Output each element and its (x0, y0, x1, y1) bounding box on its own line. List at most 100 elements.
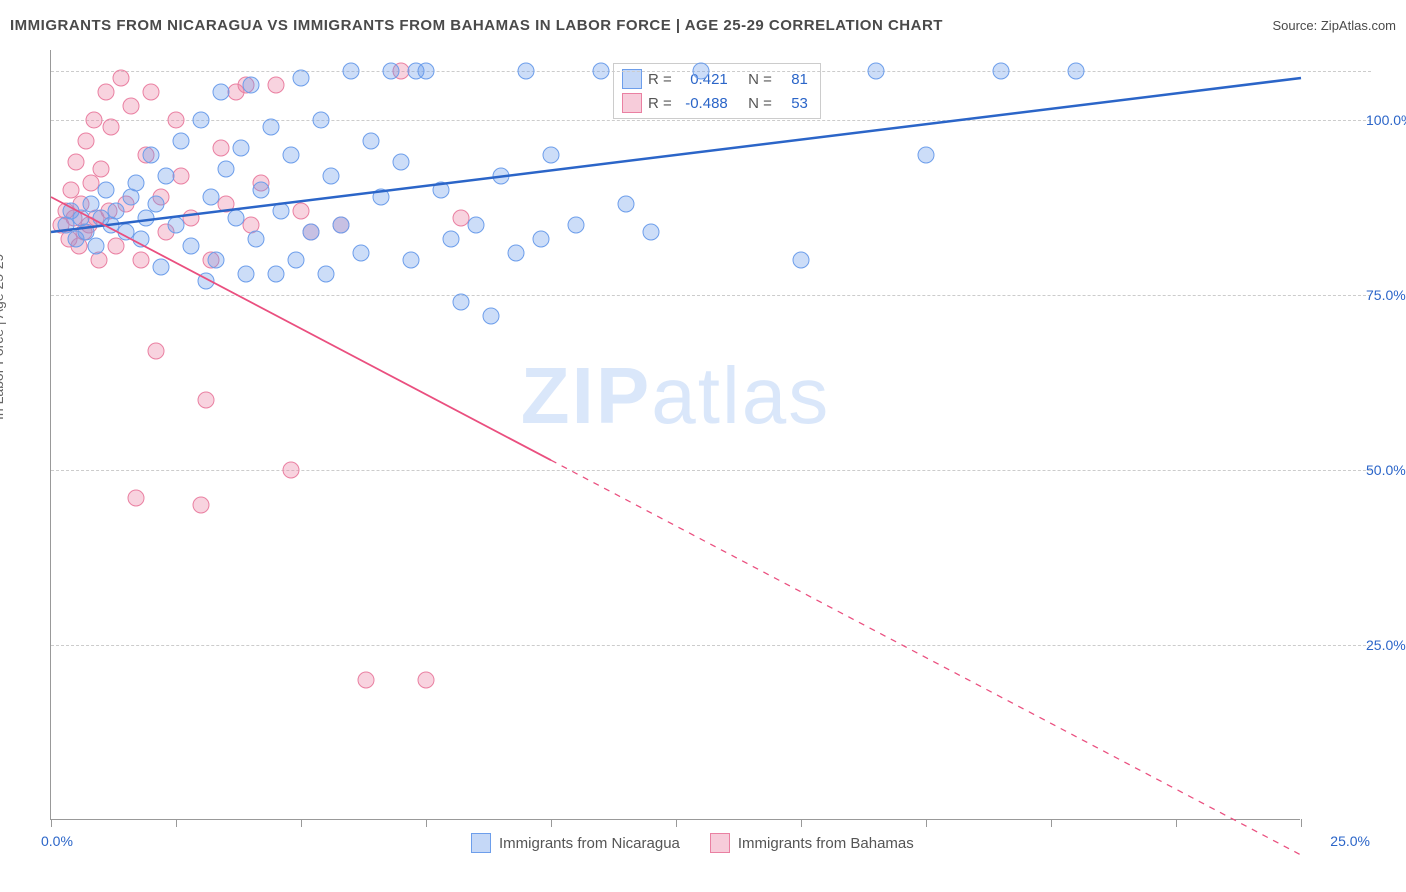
x-tick (301, 819, 302, 827)
x-tick (426, 819, 427, 827)
data-point-blue (148, 196, 165, 213)
data-point-blue (263, 119, 280, 136)
data-point-blue (153, 259, 170, 276)
legend-row-pink: R = -0.488 N = 53 (622, 91, 808, 115)
grid-line (51, 120, 1371, 121)
x-tick (926, 819, 927, 827)
data-point-pink (78, 133, 95, 150)
data-point-blue (868, 63, 885, 80)
data-point-blue (253, 182, 270, 199)
data-point-blue (403, 252, 420, 269)
data-point-pink (128, 490, 145, 507)
data-point-pink (143, 84, 160, 101)
data-point-blue (383, 63, 400, 80)
data-point-blue (108, 203, 125, 220)
data-point-blue (283, 147, 300, 164)
data-point-blue (518, 63, 535, 80)
grid-line (51, 470, 1371, 471)
data-point-blue (373, 189, 390, 206)
data-point-pink (268, 77, 285, 94)
data-point-pink (418, 672, 435, 689)
data-point-blue (173, 133, 190, 150)
legend-item-blue: Immigrants from Nicaragua (471, 833, 680, 853)
chart-area: In Labor Force | Age 25-29 ZIPatlas R = … (0, 40, 1406, 860)
legend-label-blue: Immigrants from Nicaragua (499, 835, 680, 852)
data-point-pink (173, 168, 190, 185)
r-value-pink: -0.488 (678, 95, 728, 112)
data-point-blue (433, 182, 450, 199)
data-point-blue (198, 273, 215, 290)
n-label: N = (748, 95, 772, 112)
x-tick (551, 819, 552, 827)
data-point-blue (693, 63, 710, 80)
data-point-blue (568, 217, 585, 234)
data-point-blue (273, 203, 290, 220)
data-point-blue (288, 252, 305, 269)
data-point-pink (358, 672, 375, 689)
data-point-blue (268, 266, 285, 283)
data-point-blue (303, 224, 320, 241)
data-point-blue (158, 168, 175, 185)
data-point-blue (168, 217, 185, 234)
watermark: ZIPatlas (521, 350, 830, 442)
data-point-blue (318, 266, 335, 283)
data-point-pink (133, 252, 150, 269)
swatch-blue (471, 833, 491, 853)
data-point-blue (243, 77, 260, 94)
data-point-blue (333, 217, 350, 234)
data-point-pink (68, 154, 85, 171)
data-point-blue (238, 266, 255, 283)
data-point-blue (1068, 63, 1085, 80)
data-point-blue (143, 147, 160, 164)
x-tick (1176, 819, 1177, 827)
data-point-blue (343, 63, 360, 80)
y-tick-label: 75.0% (1366, 287, 1406, 303)
data-point-blue (213, 84, 230, 101)
trend-svg (51, 50, 1301, 820)
data-point-blue (193, 112, 210, 129)
grid-line (51, 295, 1371, 296)
data-point-blue (618, 196, 635, 213)
data-point-pink (293, 203, 310, 220)
data-point-blue (218, 161, 235, 178)
data-point-blue (353, 245, 370, 262)
x-tick (676, 819, 677, 827)
data-point-blue (418, 63, 435, 80)
data-point-blue (233, 140, 250, 157)
data-point-blue (483, 308, 500, 325)
x-tick (51, 819, 52, 827)
source-label: Source: ZipAtlas.com (1272, 18, 1396, 33)
data-point-pink (198, 392, 215, 409)
data-point-pink (123, 98, 140, 115)
data-point-pink (113, 70, 130, 87)
data-point-blue (203, 189, 220, 206)
data-point-pink (168, 112, 185, 129)
n-value-blue: 81 (778, 71, 808, 88)
y-tick-label: 25.0% (1366, 637, 1406, 653)
data-point-pink (93, 161, 110, 178)
watermark-bold: ZIP (521, 351, 651, 440)
r-label: R = (648, 71, 672, 88)
x-tick (176, 819, 177, 827)
data-point-blue (138, 210, 155, 227)
data-point-blue (313, 112, 330, 129)
watermark-light: atlas (651, 351, 830, 440)
x-end-label: 25.0% (1330, 833, 1370, 849)
data-point-blue (88, 238, 105, 255)
data-point-blue (543, 147, 560, 164)
data-point-pink (148, 343, 165, 360)
data-point-blue (133, 231, 150, 248)
grid-line (51, 71, 1371, 72)
bottom-legend: Immigrants from Nicaragua Immigrants fro… (471, 833, 914, 853)
x-tick (1301, 819, 1302, 827)
data-point-blue (363, 133, 380, 150)
data-point-pink (108, 238, 125, 255)
data-point-blue (993, 63, 1010, 80)
data-point-blue (508, 245, 525, 262)
data-point-blue (468, 217, 485, 234)
data-point-pink (103, 119, 120, 136)
legend-item-pink: Immigrants from Bahamas (710, 833, 914, 853)
data-point-pink (183, 210, 200, 227)
data-point-blue (643, 224, 660, 241)
data-point-blue (293, 70, 310, 87)
